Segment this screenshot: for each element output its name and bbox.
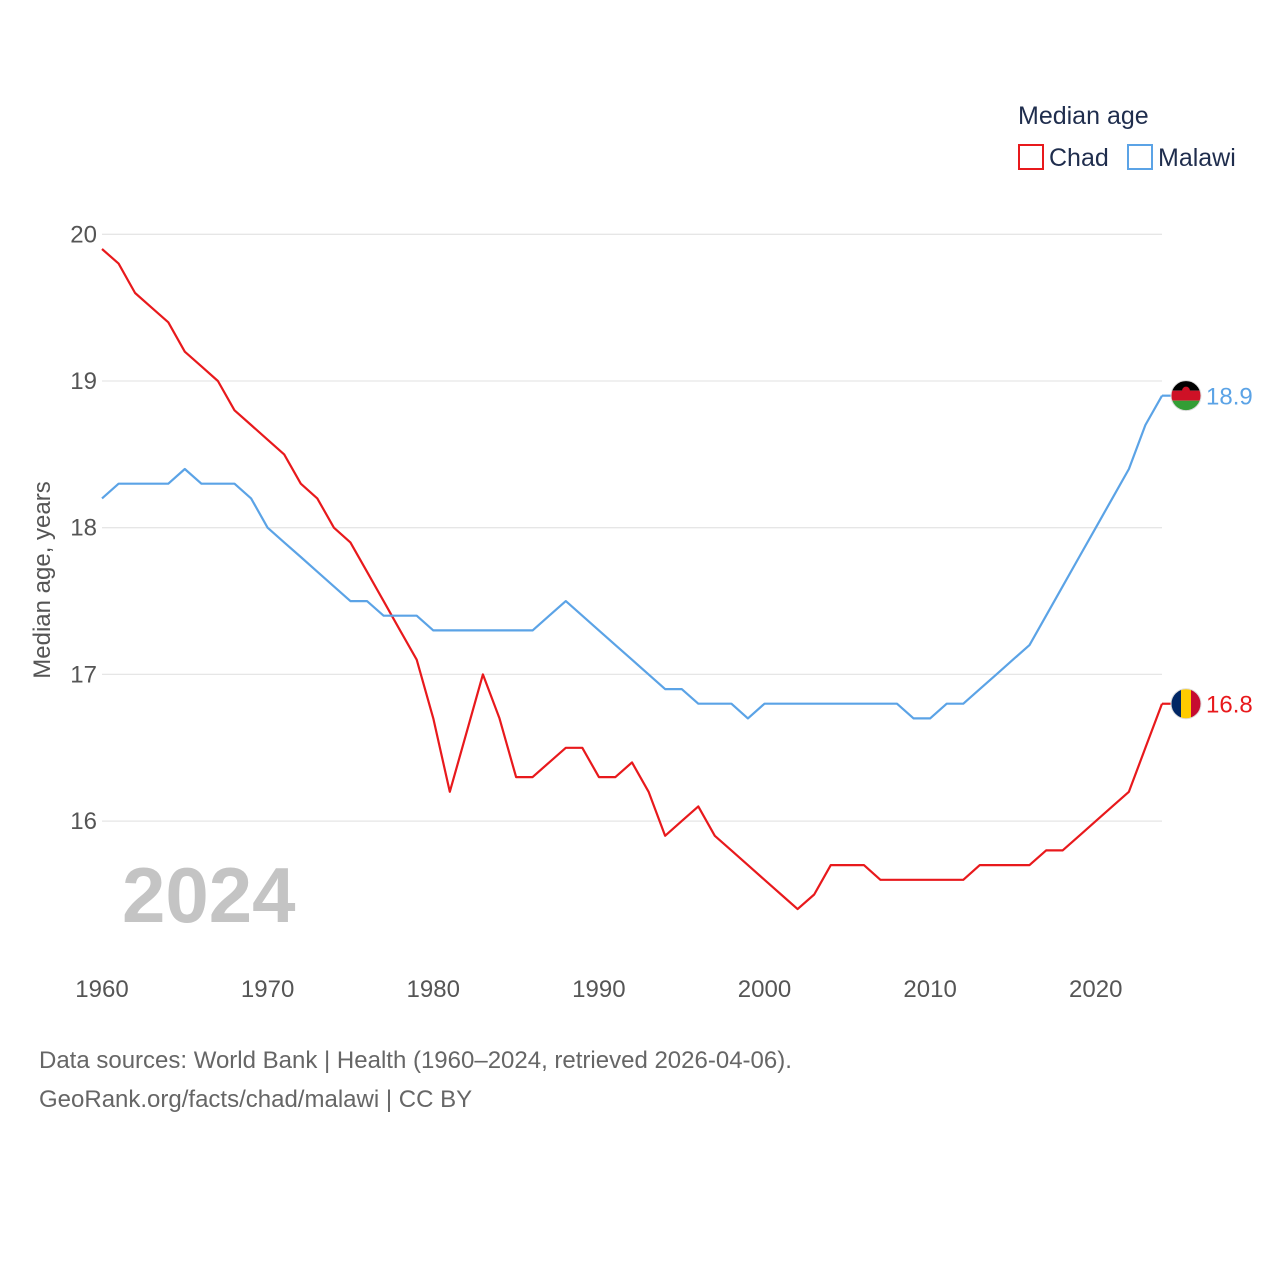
end-value-label-malawi: 18.9 <box>1206 384 1253 411</box>
x-tick-label: 2010 <box>903 976 956 1003</box>
data-sources-note: Data sources: World Bank | Health (1960–… <box>39 1047 792 1074</box>
legend: Median age Chad Malawi <box>1018 102 1236 172</box>
x-tick-label: 1970 <box>241 976 294 1003</box>
legend-label-malawi: Malawi <box>1158 144 1236 172</box>
series-lines <box>101 248 1164 911</box>
x-tick-label: 2020 <box>1069 976 1122 1003</box>
legend-swatch-malawi <box>1127 144 1153 170</box>
y-axis-title: Median age, years <box>29 481 56 678</box>
x-tick-label: 1960 <box>75 976 128 1003</box>
y-tick-label: 17 <box>70 661 97 688</box>
legend-label-chad: Chad <box>1049 144 1109 172</box>
chad-flag-icon <box>1170 688 1202 720</box>
y-axis: 16 17 18 19 20 <box>70 221 97 835</box>
end-value-label-chad: 16.8 <box>1206 692 1253 719</box>
legend-item-malawi[interactable]: Malawi <box>1127 144 1236 172</box>
y-tick-label: 18 <box>70 515 97 542</box>
end-markers: 16.8 18.9 <box>1162 380 1253 720</box>
x-tick-label: 2000 <box>738 976 791 1003</box>
gridlines <box>102 233 1162 822</box>
x-axis: 1960 1970 1980 1990 2000 2010 2020 <box>75 976 1122 1003</box>
legend-title: Median age <box>1018 102 1149 130</box>
y-tick-label: 16 <box>70 808 97 835</box>
series-line-malawi <box>101 395 1163 720</box>
malawi-flag-icon <box>1170 380 1202 412</box>
year-watermark: 2024 <box>122 851 296 939</box>
y-tick-label: 20 <box>70 221 97 248</box>
y-tick-label: 19 <box>70 368 97 395</box>
legend-item-chad[interactable]: Chad <box>1018 144 1109 172</box>
x-tick-label: 1980 <box>407 976 460 1003</box>
credit-link[interactable]: GeoRank.org/facts/chad/malawi | CC BY <box>39 1086 473 1113</box>
legend-swatch-chad <box>1018 144 1044 170</box>
x-tick-label: 1990 <box>572 976 625 1003</box>
series-line-chad <box>101 248 1164 911</box>
